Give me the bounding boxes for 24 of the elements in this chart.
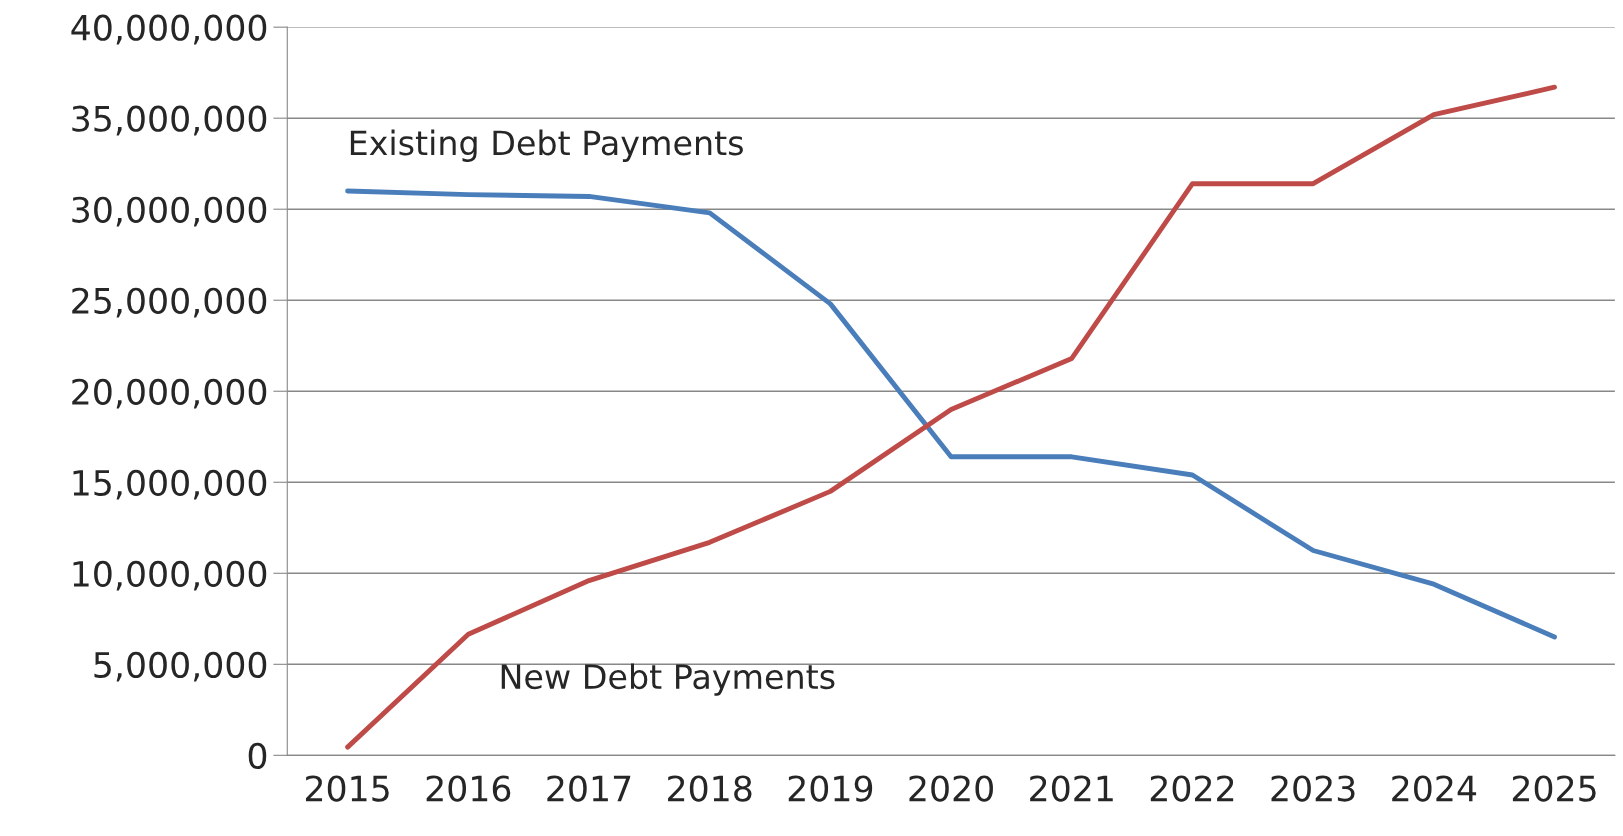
y-tick-label: 35,000,000 [72, 105, 267, 136]
x-tick-label: 2018 [668, 775, 752, 802]
x-tick-label: 2019 [788, 775, 873, 802]
y-tick-label: 15,000,000 [73, 469, 267, 500]
y-tick-label: 30,000,000 [72, 196, 267, 227]
y-tick-label: 20,000,000 [72, 378, 267, 409]
series-label: Existing Debt Payments [350, 129, 743, 162]
x-tick-label: 2017 [547, 775, 631, 802]
x-tick-label: 2024 [1392, 775, 1477, 802]
y-tick-label: 40,000,000 [71, 14, 267, 45]
series-label: New Debt Payments [501, 663, 835, 696]
x-tick-label: 2022 [1150, 775, 1234, 802]
x-tick-label: 2015 [305, 775, 389, 802]
y-tick-label: 25,000,000 [72, 287, 267, 318]
x-tick-label: 2023 [1271, 775, 1355, 802]
x-tick-label: 2020 [909, 775, 993, 802]
x-tick-label: 2021 [1030, 775, 1113, 802]
line-series [345, 84, 1557, 750]
x-tick-label: 2016 [426, 775, 511, 802]
line-series [345, 188, 1557, 640]
y-tick-label: 0 [248, 742, 267, 770]
x-tick-label: 2025 [1512, 775, 1596, 802]
y-tick-label: 5,000,000 [94, 651, 267, 682]
y-tick-label: 10,000,000 [73, 560, 267, 591]
